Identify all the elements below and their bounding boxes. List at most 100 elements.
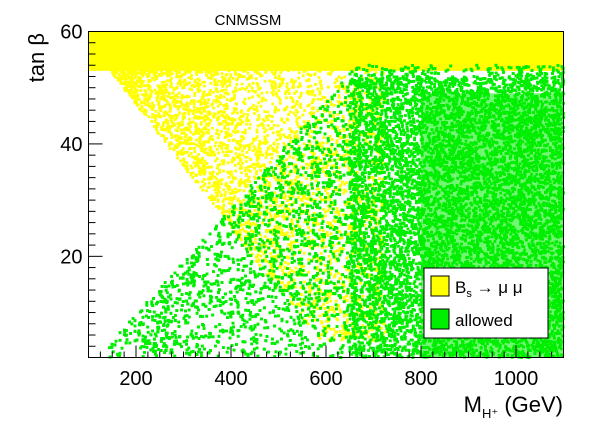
bs-mumu-point xyxy=(294,79,297,83)
bs-mumu-point xyxy=(380,65,383,69)
bs-mumu-point xyxy=(327,187,331,190)
bs-mumu-point xyxy=(264,152,268,155)
bs-mumu-point xyxy=(131,94,135,98)
bs-mumu-point xyxy=(163,57,166,61)
bs-mumu-point xyxy=(335,43,338,47)
bs-mumu-point xyxy=(274,86,277,90)
bs-mumu-point xyxy=(301,125,305,129)
bs-mumu-point xyxy=(291,195,295,198)
bs-mumu-point xyxy=(358,55,361,58)
bs-mumu-point xyxy=(175,139,179,142)
bs-mumu-point xyxy=(173,55,176,58)
bs-mumu-point xyxy=(297,71,301,75)
bs-mumu-point xyxy=(257,189,261,193)
bs-mumu-point xyxy=(165,83,169,86)
bs-mumu-point xyxy=(271,102,275,106)
bs-mumu-point xyxy=(261,221,264,225)
bs-mumu-point xyxy=(337,75,341,79)
bs-mumu-point xyxy=(203,172,206,176)
bs-mumu-point xyxy=(226,144,230,147)
bs-mumu-point xyxy=(206,48,210,52)
bs-mumu-point xyxy=(171,114,175,118)
bs-mumu-point xyxy=(367,67,371,70)
bs-mumu-point xyxy=(211,53,214,57)
bs-mumu-point xyxy=(294,170,298,173)
bs-mumu-point xyxy=(370,132,374,136)
bs-mumu-point xyxy=(270,274,274,278)
bs-mumu-point xyxy=(238,49,242,52)
bs-mumu-point xyxy=(144,54,148,58)
bs-mumu-point xyxy=(166,101,169,104)
bs-mumu-point xyxy=(289,129,293,133)
bs-mumu-point xyxy=(116,66,119,70)
bs-mumu-point xyxy=(252,137,255,141)
bs-mumu-point xyxy=(208,91,212,94)
bs-mumu-point xyxy=(182,55,186,58)
bs-mumu-point xyxy=(162,48,166,52)
bs-mumu-point xyxy=(216,166,219,170)
bs-mumu-point xyxy=(263,79,267,83)
bs-mumu-point xyxy=(220,50,224,54)
bs-mumu-point xyxy=(299,208,303,212)
bs-mumu-point xyxy=(334,220,337,224)
bs-mumu-point xyxy=(319,60,322,64)
bs-mumu-point xyxy=(220,122,224,126)
bs-mumu-point xyxy=(280,228,284,232)
bs-mumu-point xyxy=(218,141,222,145)
bs-mumu-point xyxy=(235,78,238,82)
bs-mumu-point xyxy=(281,281,284,285)
bs-mumu-point xyxy=(180,58,184,62)
bs-mumu-point xyxy=(295,130,299,133)
bs-mumu-point xyxy=(251,162,255,166)
bs-mumu-point xyxy=(229,58,233,62)
bs-mumu-point xyxy=(246,209,250,212)
bs-mumu-point xyxy=(315,267,318,271)
bs-mumu-point xyxy=(272,72,275,76)
bs-mumu-point xyxy=(259,254,263,258)
bs-mumu-point xyxy=(221,88,225,92)
bs-mumu-point xyxy=(136,93,140,97)
bs-mumu-point xyxy=(265,68,269,72)
bs-mumu-point xyxy=(207,140,211,144)
bs-mumu-point xyxy=(305,57,309,61)
bs-mumu-point xyxy=(183,68,187,72)
bs-mumu-point xyxy=(312,153,315,156)
bs-mumu-point xyxy=(209,172,212,176)
bs-mumu-point xyxy=(240,75,243,78)
bs-mumu-point xyxy=(267,146,270,150)
bs-mumu-point xyxy=(333,275,336,279)
bs-mumu-point xyxy=(181,67,185,71)
bs-mumu-point xyxy=(112,48,116,52)
bs-mumu-point xyxy=(357,89,361,93)
bs-mumu-point xyxy=(257,95,261,98)
bs-mumu-point xyxy=(289,80,293,84)
bs-mumu-point xyxy=(343,75,347,79)
bs-mumu-point xyxy=(339,310,342,314)
bs-mumu-point xyxy=(223,194,227,197)
bs-mumu-point xyxy=(144,109,148,113)
bs-mumu-point xyxy=(191,50,194,54)
bs-mumu-point xyxy=(138,44,141,48)
bs-mumu-point xyxy=(215,132,218,135)
bs-mumu-point xyxy=(248,43,252,47)
bs-mumu-point xyxy=(360,59,364,63)
bs-mumu-point xyxy=(170,124,174,128)
bs-mumu-point xyxy=(334,150,338,154)
bs-mumu-point xyxy=(284,62,287,66)
bs-mumu-point xyxy=(327,326,330,329)
bs-mumu-point xyxy=(113,41,117,45)
bs-mumu-point xyxy=(234,102,238,106)
bs-mumu-point xyxy=(165,79,169,83)
bs-mumu-point xyxy=(271,131,275,135)
bs-mumu-point xyxy=(253,90,257,94)
bs-mumu-point xyxy=(353,48,356,51)
bs-mumu-point xyxy=(165,89,168,92)
bs-mumu-point xyxy=(190,142,193,145)
bs-mumu-point xyxy=(161,124,165,128)
bs-mumu-point xyxy=(307,226,310,229)
bs-mumu-point xyxy=(338,185,342,188)
bs-mumu-point xyxy=(274,106,277,109)
bs-mumu-point xyxy=(256,259,260,262)
bs-mumu-point xyxy=(348,127,352,131)
bs-mumu-point xyxy=(358,42,362,46)
